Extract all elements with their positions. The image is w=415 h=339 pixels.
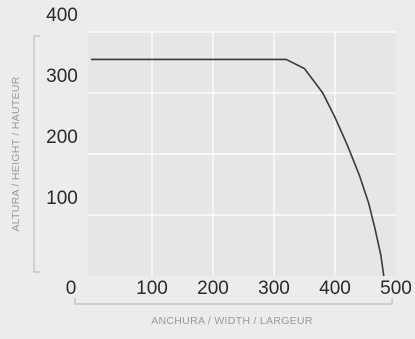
x-axis-title: ANCHURA / WIDTH / LARGEUR [151,315,313,327]
x-tick-label: 100 [136,278,168,299]
y-label-bracket [33,35,40,273]
y-tick-label: 400 [46,5,78,26]
x-tick-label: 200 [197,278,229,299]
x-tick-label: 0 [66,278,77,299]
y-axis-title: ALTURA / HEIGHT / HAUTEUR [10,76,22,231]
y-tick-label: 200 [46,127,78,148]
x-label-bracket [74,298,393,305]
y-tick-label: 100 [46,188,78,209]
x-tick-label: 300 [258,278,290,299]
x-tick-label: 500 [380,278,412,299]
data-line [91,58,385,277]
x-tick-label: 400 [319,278,351,299]
y-tick-label: 300 [46,66,78,87]
